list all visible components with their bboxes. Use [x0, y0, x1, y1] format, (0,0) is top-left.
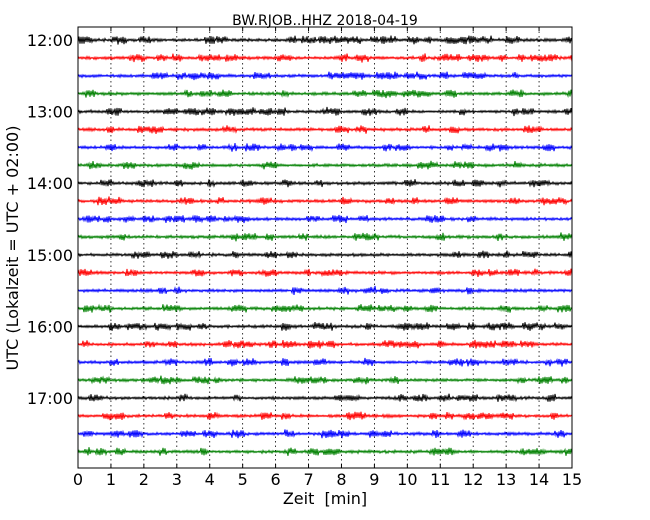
x-tick-label: 11: [430, 470, 450, 489]
trace-1500: [77, 250, 573, 260]
x-tick-label: 10: [397, 470, 417, 489]
trace-1615: [77, 339, 573, 349]
vertical-grid-lines: [110, 27, 540, 468]
x-tick-label: 15: [562, 470, 582, 489]
chart-title: BW.RJOB..HHZ 2018-04-19: [232, 13, 418, 29]
x-tick-label: 13: [496, 470, 516, 489]
x-tick-label: 7: [303, 470, 313, 489]
trace-1215: [77, 53, 573, 63]
y-axis-ticks: 12:00 13:00 14:00 15:00 16:00 17:00: [27, 31, 572, 408]
y-tick-label: 12:00: [27, 31, 73, 50]
x-tick-label: 9: [369, 470, 379, 489]
trace-1515: [77, 268, 573, 278]
trace-1630: [77, 357, 573, 367]
trace-1700: [77, 393, 573, 403]
trace-1330: [77, 143, 573, 153]
trace-1200: [77, 35, 573, 45]
x-tick-label: 2: [139, 470, 149, 489]
seismogram-traces: [77, 35, 573, 457]
x-tick-label: 0: [73, 470, 83, 489]
trace-1315: [77, 125, 573, 135]
trace-1415: [77, 196, 573, 206]
trace-1600: [77, 322, 573, 331]
trace-1545: [77, 303, 573, 313]
trace-1745: [77, 447, 573, 457]
x-tick-label: 5: [238, 470, 248, 489]
trace-1730: [77, 429, 573, 439]
trace-1430: [77, 214, 573, 224]
trace-1645: [77, 375, 573, 385]
x-tick-label: 4: [205, 470, 215, 489]
y-tick-label: 15:00: [27, 246, 73, 265]
trace-1445: [77, 232, 573, 242]
trace-1715: [77, 411, 573, 421]
x-tick-label: 1: [106, 470, 116, 489]
x-tick-label: 12: [463, 470, 483, 489]
y-axis-label: UTC (Lokalzeit = UTC + 02:00): [3, 126, 22, 371]
y-tick-label: 14:00: [27, 174, 73, 193]
trace-1530: [77, 285, 573, 295]
y-tick-label: 13:00: [27, 103, 73, 122]
trace-1345: [77, 160, 573, 170]
trace-1300: [77, 106, 573, 117]
x-tick-label: 8: [336, 470, 346, 489]
x-tick-label: 3: [172, 470, 182, 489]
y-tick-label: 17:00: [27, 389, 73, 408]
plot-frame: [77, 26, 573, 469]
trace-1245: [77, 89, 573, 99]
trace-1400: [77, 179, 573, 188]
x-tick-label: 6: [271, 470, 281, 489]
y-tick-label: 16:00: [27, 317, 73, 336]
x-tick-label: 14: [529, 470, 549, 489]
x-axis-ticks: 0 1 2 3 4 5 6 7 8 9 10 11 12 13 14 15: [73, 27, 582, 489]
trace-1230: [77, 71, 573, 81]
x-axis-label: Zeit [min]: [283, 489, 367, 508]
